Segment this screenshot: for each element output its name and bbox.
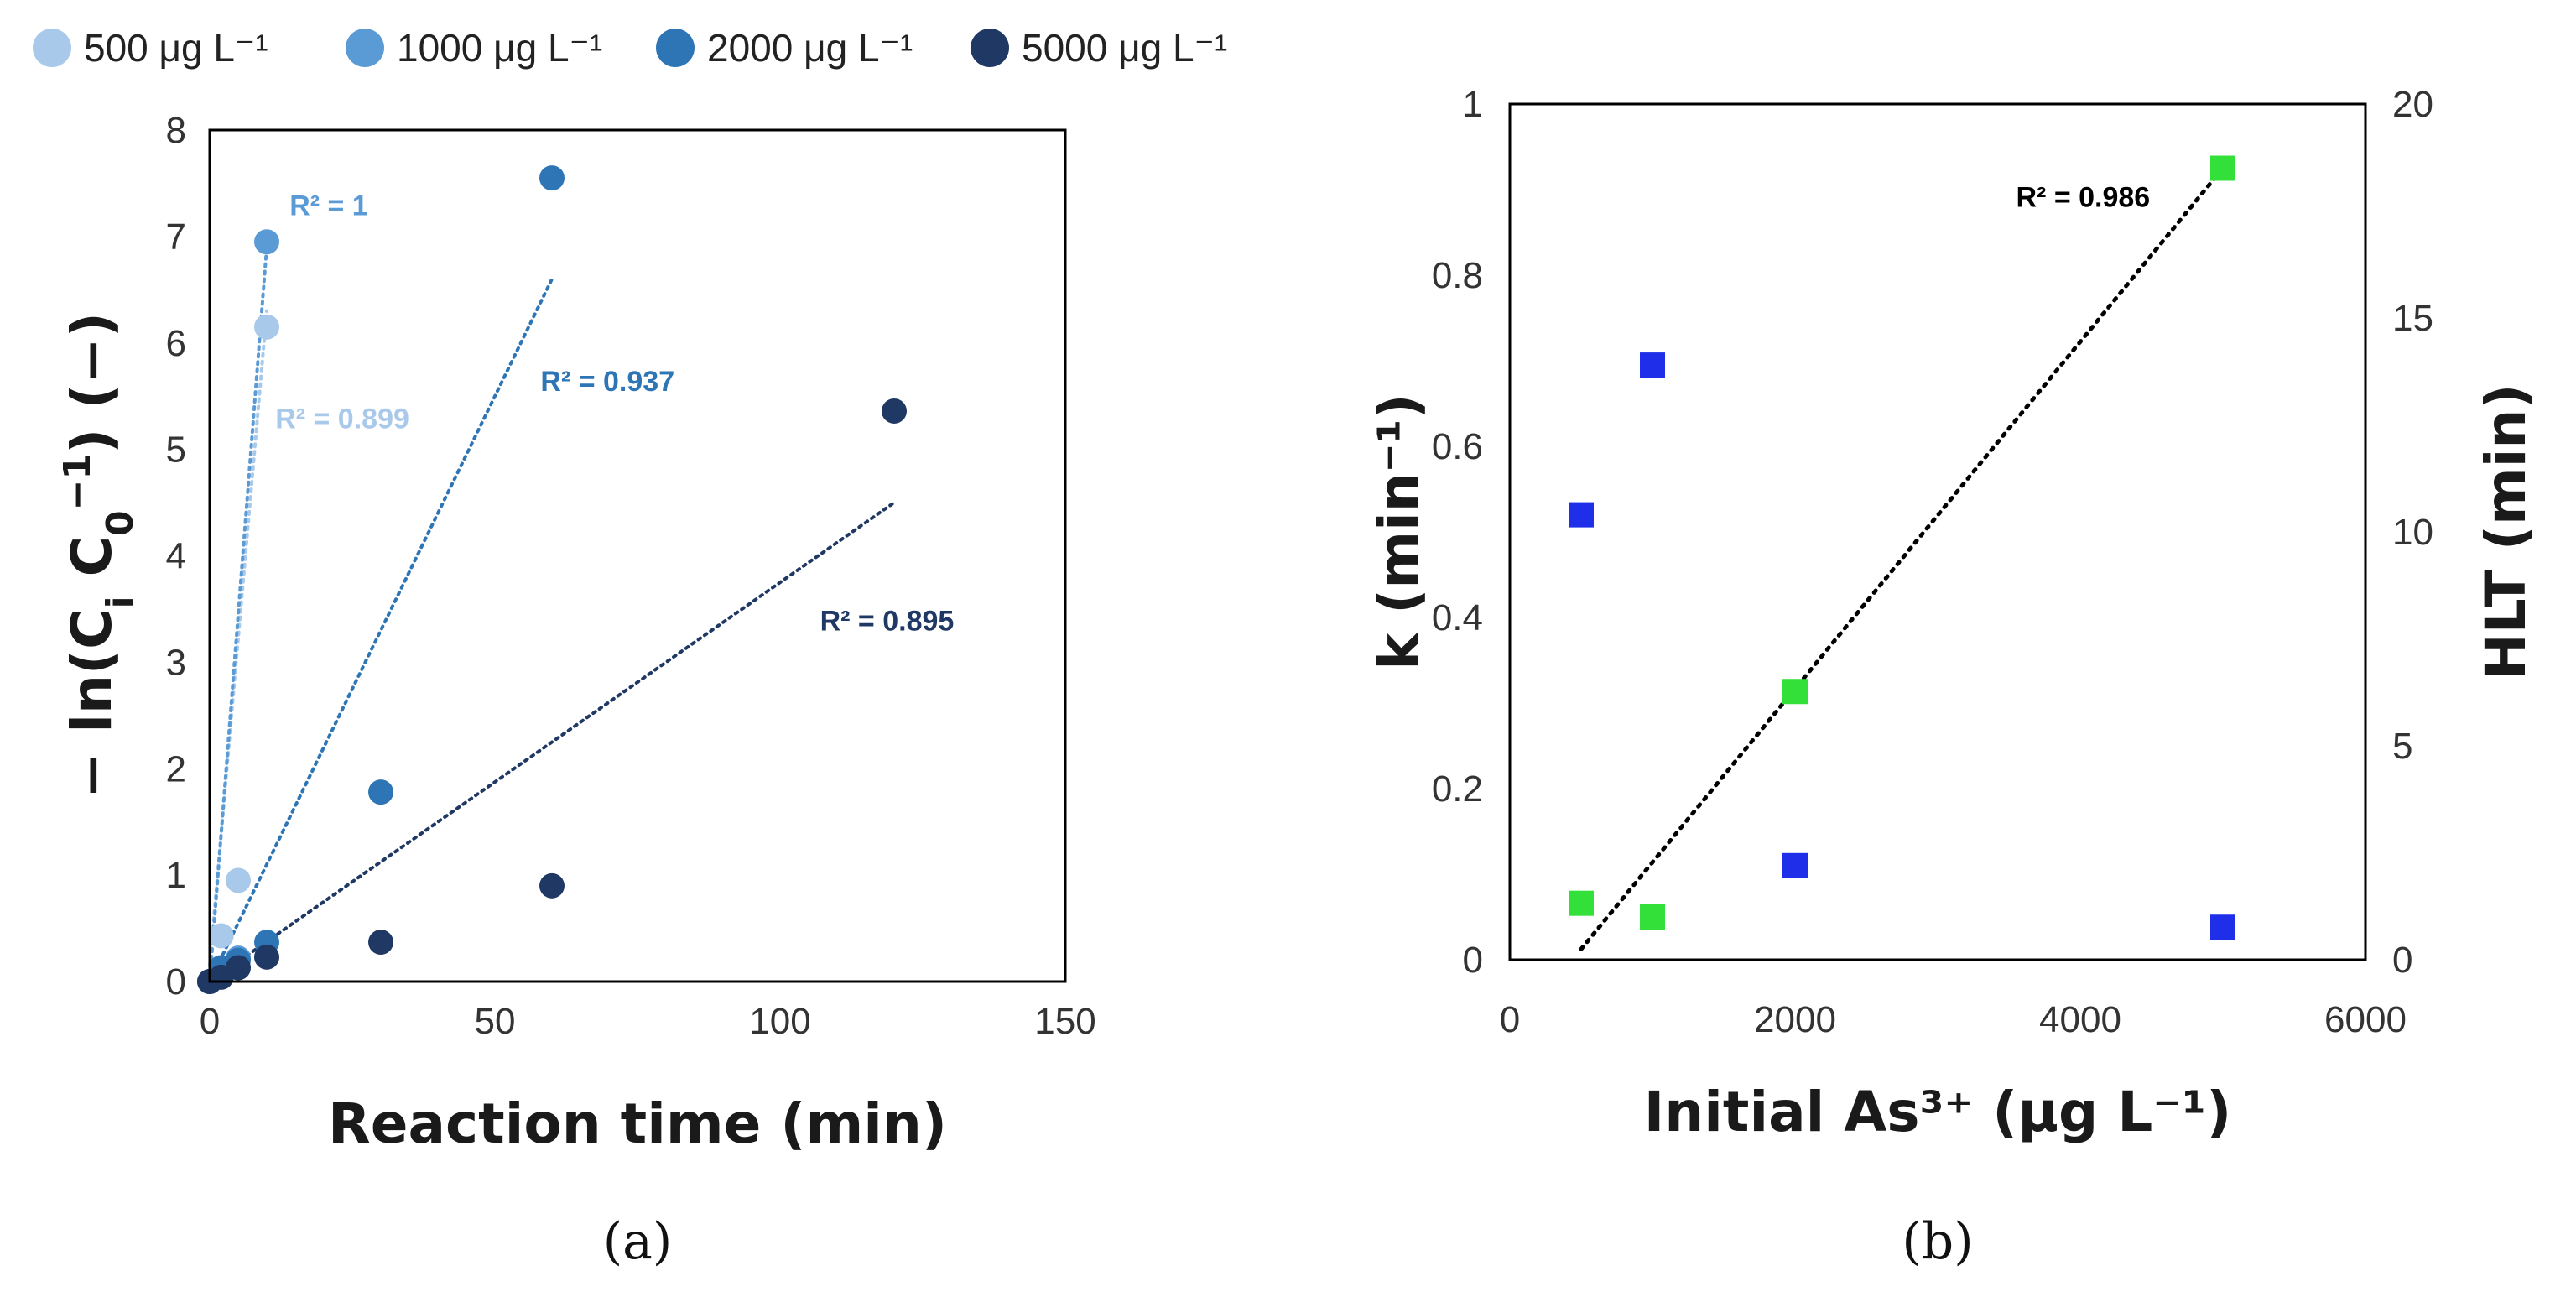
- panel-b-hlt-point: [1640, 904, 1665, 930]
- panel-a-y-tick-label: 6: [166, 323, 186, 364]
- panel-b-right-y-tick-label: 5: [2392, 726, 2412, 767]
- panel-a-trendline: [208, 277, 554, 983]
- panel-b-right-y-tick-label: 15: [2392, 298, 2433, 339]
- panel-a-y-axis-title: − ln(Ci C0−1) (−): [56, 312, 142, 799]
- panel-b-k-point: [2210, 914, 2235, 940]
- panel-a-ticks: 0 50 100 150 0 1 2 3 4 5 6 7 8: [166, 110, 1096, 1042]
- panel-a-legend-marker: [346, 29, 384, 67]
- panel-b-left-y-tick-label: 0.6: [1432, 426, 1483, 467]
- panel-a-data-point: [882, 398, 907, 424]
- panel-a-trendline: [208, 245, 268, 983]
- panel-b-x-tick-label: 4000: [2039, 999, 2121, 1040]
- panel-b-r2-labels: R² = 0.986: [2017, 181, 2151, 213]
- panel-a-y-tick-label: 4: [166, 536, 186, 577]
- panel-a-r2-label: R² = 0.899: [275, 403, 409, 435]
- panel-b-left-y-tick-label: 0.2: [1432, 768, 1483, 810]
- panel-a-y-tick-label: 1: [166, 855, 186, 896]
- panel-b-left-y-tick-label: 0: [1463, 940, 1483, 981]
- panel-a-points: [197, 165, 907, 994]
- panel-a-data-point: [254, 944, 279, 970]
- panel-a-y-tick-label: 3: [166, 642, 186, 683]
- panel-a-legend: 500 μg L⁻¹ 1000 μg L⁻¹ 2000 μg L⁻¹ 5000 μg …: [33, 26, 1227, 70]
- panel-a-data-point: [539, 165, 565, 191]
- panel-b-hlt-point: [1569, 890, 1594, 916]
- panel-a-y-tick-label: 2: [166, 748, 186, 789]
- panel-b-trendlines: [1579, 166, 2225, 951]
- panel-a-r2-label: R² = 0.937: [540, 366, 674, 398]
- panel-a-legend-label: 2000 μg L⁻¹: [707, 26, 913, 70]
- panel-b-x-axis-title: Initial As³⁺ (μg L⁻¹): [1644, 1080, 2231, 1144]
- panel-b-r2-label: R² = 0.986: [2017, 181, 2151, 213]
- panel-a-data-point: [226, 955, 251, 981]
- panel-b-k-point: [1640, 352, 1665, 378]
- panel-b-trendline: [1579, 166, 2225, 951]
- panel-b-right-y-tick-label: 10: [2392, 512, 2433, 553]
- panel-b-left-y-tick-label: 0.8: [1432, 255, 1483, 296]
- panel-b-x-tick-label: 6000: [2324, 999, 2407, 1040]
- panel-a-r2-label: R² = 1: [289, 190, 368, 222]
- panel-b-hlt-point: [1782, 679, 1808, 705]
- panel-b-points: [1569, 155, 2235, 940]
- panel-a-legend-marker: [971, 29, 1009, 67]
- panel-a-x-axis-title: Reaction time (min): [328, 1091, 947, 1156]
- panel-a-y-tick-label: 7: [166, 216, 186, 258]
- panel-b-hlt-point: [2210, 155, 2235, 181]
- panel-a-label: (a): [603, 1212, 673, 1271]
- panel-b-left-y-axis-title: k (min⁻¹): [1366, 393, 1431, 669]
- panel-b-label: (b): [1902, 1212, 1973, 1271]
- panel-a-x-tick-label: 0: [200, 1001, 220, 1042]
- panel-a-trendlines: [208, 245, 896, 983]
- panel-a-data-point: [208, 923, 234, 949]
- panel-a-y-tick-label: 0: [166, 961, 186, 1003]
- panel-a-data-point: [539, 872, 565, 899]
- panel-a-data-point: [254, 229, 279, 255]
- panel-a-legend-label: 1000 μg L⁻¹: [397, 26, 602, 70]
- panel-b-x-tick-label: 0: [1500, 999, 1520, 1040]
- panel-a-chart: 500 μg L⁻¹ 1000 μg L⁻¹ 2000 μg L⁻¹ 5000 μg …: [33, 26, 1227, 1271]
- panel-b-left-y-tick-label: 1: [1463, 84, 1483, 125]
- panel-a-data-point: [226, 867, 251, 893]
- panel-b-right-y-tick-label: 20: [2392, 84, 2433, 125]
- panel-a-x-tick-label: 150: [1034, 1001, 1095, 1042]
- panel-a-y-tick-label: 5: [166, 430, 186, 471]
- panel-a-plot-frame: [208, 128, 1067, 983]
- panel-a-r2-labels: R² = 0.899 R² = 1 R² = 0.937 R² = 0.895: [275, 190, 954, 638]
- panel-b-k-point: [1569, 502, 1594, 528]
- panel-a-r2-label: R² = 0.895: [820, 605, 955, 637]
- panel-b-plot-frame: [1508, 102, 2367, 961]
- panel-a-trendline: [208, 309, 268, 967]
- panel-a-legend-label: 500 μg L⁻¹: [84, 26, 268, 70]
- panel-b-left-y-tick-label: 0.4: [1432, 597, 1483, 638]
- panel-a-trendline: [208, 501, 896, 983]
- panel-a-x-tick-label: 50: [475, 1001, 516, 1042]
- panel-a-data-point: [368, 779, 393, 805]
- panel-b-k-point: [1782, 852, 1808, 878]
- panel-a-legend-marker: [33, 29, 71, 67]
- panel-b-x-tick-label: 2000: [1754, 999, 1836, 1040]
- panel-a-legend-label: 5000 μg L⁻¹: [1022, 26, 1227, 70]
- panel-a-data-point: [254, 314, 279, 340]
- panel-b-right-y-tick-label: 0: [2392, 940, 2412, 981]
- panel-a-data-point: [368, 930, 393, 956]
- panel-a-y-tick-label: 8: [166, 110, 186, 151]
- panel-a-x-tick-label: 100: [749, 1001, 810, 1042]
- panel-b-right-y-axis-title: HLT (min): [2474, 383, 2538, 680]
- panel-a-legend-marker: [656, 29, 695, 67]
